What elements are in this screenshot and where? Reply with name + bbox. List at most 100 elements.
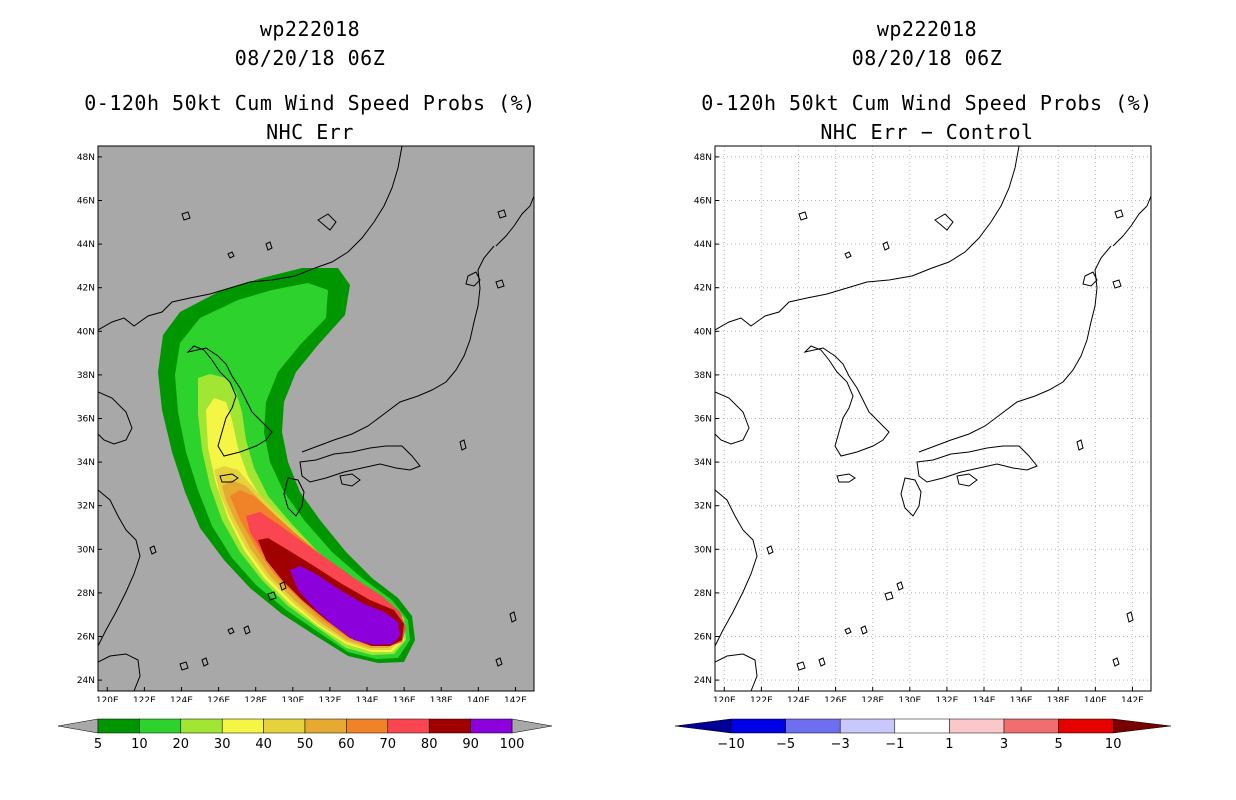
lat-tick-label: 28N (77, 589, 95, 599)
lon-tick-label: 132E (318, 696, 341, 702)
colorbar-label: 5 (1054, 737, 1062, 752)
colorbar-label: 60 (338, 737, 355, 752)
left-colorbar-high-arrow (511, 718, 553, 734)
right-product-title: 0-120h 50kt Cum Wind Speed Probs (%) (701, 91, 1153, 115)
colorbar-cell (304, 718, 347, 734)
lat-tick-label: 42N (694, 284, 712, 294)
colorbar-cell (839, 718, 896, 734)
colorbar-label: 90 (462, 737, 479, 752)
lat-tick-label: 34N (77, 458, 95, 468)
colorbar-label: 40 (255, 737, 272, 752)
right-map-background (715, 146, 1151, 691)
lon-tick-label: 122E (750, 696, 773, 702)
lon-tick-label: 130E (898, 696, 921, 702)
left-lat-ticks: 48N 46N 44N 42N 40N 38N 36N 34N 32N 30N 28N 26N 24N (77, 153, 102, 686)
lon-tick-label: 142E (1121, 696, 1144, 702)
lat-tick-label: 44N (77, 240, 95, 250)
lon-tick-label: 132E (935, 696, 958, 702)
left-lon-ticks: 120E 122E 124E 126E 128E 130E 132E 134E 136E 138E… (96, 687, 527, 702)
colorbar-cell (346, 718, 389, 734)
lat-tick-label: 46N (694, 197, 712, 207)
colorbar-label: 70 (380, 737, 397, 752)
colorbar-label: 50 (297, 737, 314, 752)
right-coastlines (715, 146, 1151, 691)
lon-tick-label: 124E (170, 696, 193, 702)
colorbar-cell (1058, 718, 1114, 734)
colorbar-label: 10 (131, 737, 148, 752)
lon-tick-label: 136E (393, 696, 416, 702)
left-storm-id: wp222018 (259, 17, 361, 41)
left-colorbar-low-arrow (57, 718, 99, 734)
left-coastlines (98, 146, 534, 691)
colorbar-label: 80 (421, 737, 438, 752)
lat-tick-label: 26N (694, 633, 712, 643)
lon-tick-label: 134E (973, 696, 996, 702)
lat-tick-label: 24N (694, 676, 712, 686)
colorbar-cell (180, 718, 223, 734)
left-map-panel: 48N46N44N42N40N38N36N34N32N30N28N26N24N … (77, 145, 535, 702)
right-colorbar-high-arrow (1112, 718, 1172, 734)
lon-tick-label: 140E (1084, 696, 1107, 702)
lat-tick-label: 48N (694, 153, 712, 163)
lon-tick-label: 128E (861, 696, 884, 702)
right-datetime: 08/20/18 06Z (851, 46, 1003, 70)
left-datetime: 08/20/18 06Z (234, 46, 386, 70)
colorbar-cell (221, 718, 264, 734)
left-product-title: 0-120h 50kt Cum Wind Speed Probs (%) (84, 91, 536, 115)
right-gridlines (715, 146, 1151, 691)
lon-tick-label: 120E (713, 696, 736, 702)
colorbar-label: 3 (1000, 737, 1008, 752)
colorbar-label: 30 (214, 737, 231, 752)
colorbar-label: 10 (1105, 737, 1122, 752)
prob-swath-90 (290, 566, 400, 645)
colorbar-cell (428, 718, 471, 734)
lon-tick-label: 142E (504, 696, 527, 702)
lat-tick-label: 38N (77, 371, 95, 381)
lat-tick-label: 36N (694, 415, 712, 425)
colorbar-label: 20 (173, 737, 190, 752)
lon-tick-label: 126E (824, 696, 847, 702)
right-lon-ticks: 120E 122E 124E 126E 128E 130E 132E 134E 136E 138E… (713, 687, 1144, 702)
colorbar-cell (730, 718, 786, 734)
lon-tick-label: 130E (281, 696, 304, 702)
lat-tick-label: 24N (77, 676, 95, 686)
lat-tick-label: 44N (694, 240, 712, 250)
colorbar-label: −1 (885, 737, 904, 752)
colorbar-cell (139, 718, 182, 734)
colorbar-cell (949, 718, 1005, 734)
lat-tick-label: 46N (77, 197, 95, 207)
colorbar-cell (894, 718, 950, 734)
colorbar-cell (97, 718, 140, 734)
right-colorbar: −10 −5 −3 −1 1 3 5 10 (674, 718, 1172, 752)
left-subtitle: NHC Err (266, 120, 354, 144)
lat-tick-label: 28N (694, 589, 712, 599)
lat-tick-label: 32N (694, 502, 712, 512)
right-storm-id: wp222018 (876, 17, 978, 41)
colorbar-label: 100 (500, 737, 525, 752)
lon-tick-label: 120E (96, 696, 119, 702)
lon-tick-label: 140E (467, 696, 490, 702)
lat-tick-label: 48N (77, 153, 95, 163)
lat-tick-label: 40N (694, 327, 712, 337)
lat-tick-label: 32N (77, 502, 95, 512)
lat-tick-label: 40N (77, 327, 95, 337)
lat-tick-label: 30N (694, 545, 712, 555)
colorbar-cell (387, 718, 430, 734)
colorbar-cell (470, 718, 513, 734)
lat-tick-label: 26N (77, 633, 95, 643)
lon-tick-label: 126E (207, 696, 230, 702)
colorbar-cell (263, 718, 306, 734)
lat-tick-label: 34N (694, 458, 712, 468)
lon-tick-label: 138E (1047, 696, 1070, 702)
colorbar-label: 1 (945, 737, 953, 752)
right-lat-ticks: 48N 46N 44N 42N 40N 38N 36N 34N 32N 30N 28N 26N 24N (694, 153, 719, 686)
lat-tick-label: 30N (77, 545, 95, 555)
lat-tick-label: 42N (77, 284, 95, 294)
right-subtitle: NHC Err − Control (820, 120, 1034, 144)
right-map-panel: 48N46N44N42N40N38N36N34N32N30N28N26N24N … (694, 145, 1152, 702)
colorbar-cell (1003, 718, 1059, 734)
colorbar-cell (785, 718, 841, 734)
lon-tick-label: 128E (244, 696, 267, 702)
lon-tick-label: 134E (356, 696, 379, 702)
prob-swath-10 (175, 283, 410, 659)
